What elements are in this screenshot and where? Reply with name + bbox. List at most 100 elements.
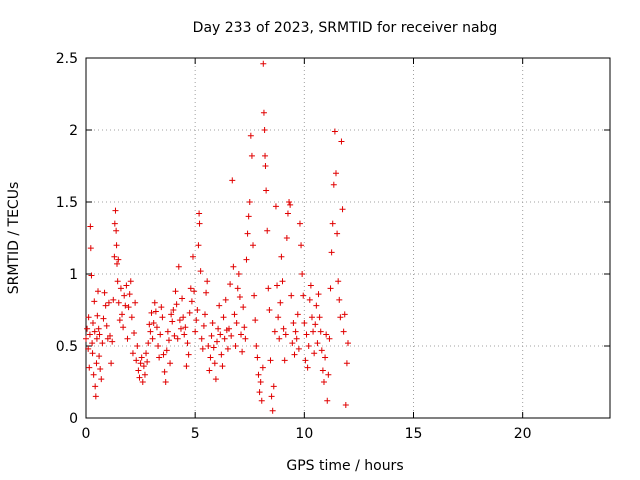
data-point [146,321,153,328]
data-point [204,278,211,285]
data-point [268,393,275,400]
data-point [192,328,199,335]
data-point [92,383,99,390]
data-point [222,296,229,303]
x-tick-label: 10 [295,426,313,442]
data-point [287,201,294,208]
data-point [218,351,225,358]
data-point [326,335,333,342]
data-point [236,294,243,301]
data-point [241,324,248,331]
data-point [125,304,132,311]
data-point [305,343,312,349]
data-point [280,325,287,332]
data-point [262,152,269,159]
data-point [286,199,293,205]
data-point [206,367,213,374]
data-point [108,360,115,367]
x-tick-labels: 0 5 10 15 20 [82,426,532,442]
data-point [186,309,193,316]
data-point [230,263,237,270]
gridlines [86,58,610,418]
data-point [183,363,190,370]
y-axis-label: SRMTID / TECUs [6,182,22,295]
data-point [140,363,147,370]
data-point [266,307,273,313]
data-point [159,314,166,321]
data-point [338,138,345,145]
data-point [339,206,346,213]
data-point [234,285,241,292]
data-point [157,331,164,338]
data-point [102,302,109,309]
data-point [197,268,204,275]
data-point [116,317,123,324]
data-point [156,354,163,361]
data-point [181,331,188,338]
x-axis-label: GPS time / hours [286,458,403,474]
data-point [115,256,122,263]
data-point [214,338,220,345]
data-point [123,282,130,289]
data-point [115,299,122,306]
data-point [238,331,245,338]
data-point [295,345,302,352]
data-point [246,199,253,205]
data-point [244,230,251,237]
data-point [224,345,231,352]
data-point [129,350,136,357]
data-point [90,371,97,378]
data-point [173,301,180,308]
data-point [233,319,240,326]
data-point [168,311,175,318]
data-point [182,324,189,331]
data-point [148,309,155,316]
data-point [240,304,247,311]
data-point [245,213,252,220]
data-point [299,271,306,277]
data-point [122,302,129,309]
data-point [177,325,184,332]
data-point [162,379,169,385]
data-point [256,389,263,396]
data-point [331,128,338,135]
data-point [291,351,298,358]
data-point [126,291,133,298]
data-point [327,285,334,292]
data-point [103,322,110,329]
data-point [163,347,170,354]
data-point [210,344,217,351]
data-point [203,289,210,296]
data-point [281,357,288,364]
data-point [318,347,325,354]
y-tick-label: 1.5 [56,195,78,211]
data-point [107,332,114,339]
data-point [248,152,255,159]
data-point [158,304,165,311]
data-point [322,354,329,361]
data-point [282,331,289,338]
data-point [208,332,215,339]
plot-frame [85,57,611,419]
data-point [252,317,259,324]
data-point [212,376,219,383]
data-point [109,338,116,345]
data-point [329,220,336,227]
data-point [312,321,319,328]
data-point [250,242,257,249]
data-point [242,335,249,342]
data-point [292,328,299,335]
data-point [261,127,268,133]
data-point [288,292,295,299]
data-point [124,335,131,342]
data-point [164,328,171,335]
data-point [306,296,313,303]
data-point [172,288,179,295]
data-point [227,281,234,288]
data-point [149,335,156,342]
x-tick-label: 5 [191,426,200,442]
data-point [171,332,178,339]
data-point [198,335,205,342]
data-point [160,351,167,358]
